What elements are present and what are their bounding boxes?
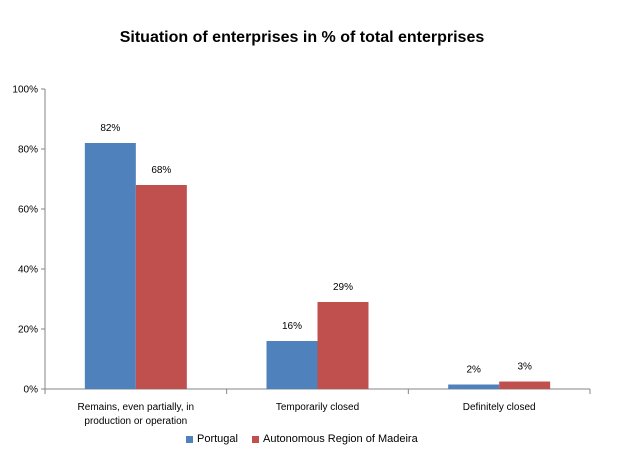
y-tick-label: 100%	[12, 85, 38, 96]
data-label: 16%	[282, 321, 302, 332]
data-labels: 82% 68% 16% 29% 2% 3%	[100, 123, 532, 376]
legend-label-portugal: Portugal	[197, 433, 238, 445]
y-tick-label: 0%	[24, 385, 39, 396]
data-label: 29%	[333, 282, 353, 293]
data-label: 68%	[151, 165, 171, 176]
bar	[135, 185, 187, 389]
x-tick-label: Definitely closed	[463, 402, 536, 413]
data-label: 82%	[100, 123, 120, 134]
x-tick-label: Temporarily closed	[276, 402, 359, 413]
y-tick-label: 40%	[18, 265, 38, 276]
data-label: 2%	[466, 365, 481, 376]
chart-title: Situation of enterprises in % of total e…	[120, 29, 485, 46]
legend: Portugal Autonomous Region of Madeira	[186, 433, 432, 445]
y-tick-label: 20%	[18, 325, 38, 336]
x-tick-label: production or operation	[84, 416, 187, 427]
bar	[448, 384, 500, 389]
legend-swatch-madeira	[251, 435, 259, 443]
legend-item-madeira: Autonomous Region of Madeira	[251, 433, 418, 445]
legend-label-madeira: Autonomous Region of Madeira	[262, 433, 418, 445]
bar	[499, 381, 551, 389]
bar	[317, 302, 369, 389]
bars	[84, 143, 551, 389]
legend-swatch-portugal	[186, 435, 193, 443]
legend-item-portugal: Portugal	[186, 433, 238, 445]
x-tick-label: Remains, even partially, in	[78, 402, 195, 413]
data-label: 3%	[517, 362, 532, 373]
bar	[266, 341, 318, 389]
y-tick-label: 60%	[18, 205, 38, 216]
bar	[84, 143, 136, 389]
y-tick-label: 80%	[18, 145, 38, 156]
